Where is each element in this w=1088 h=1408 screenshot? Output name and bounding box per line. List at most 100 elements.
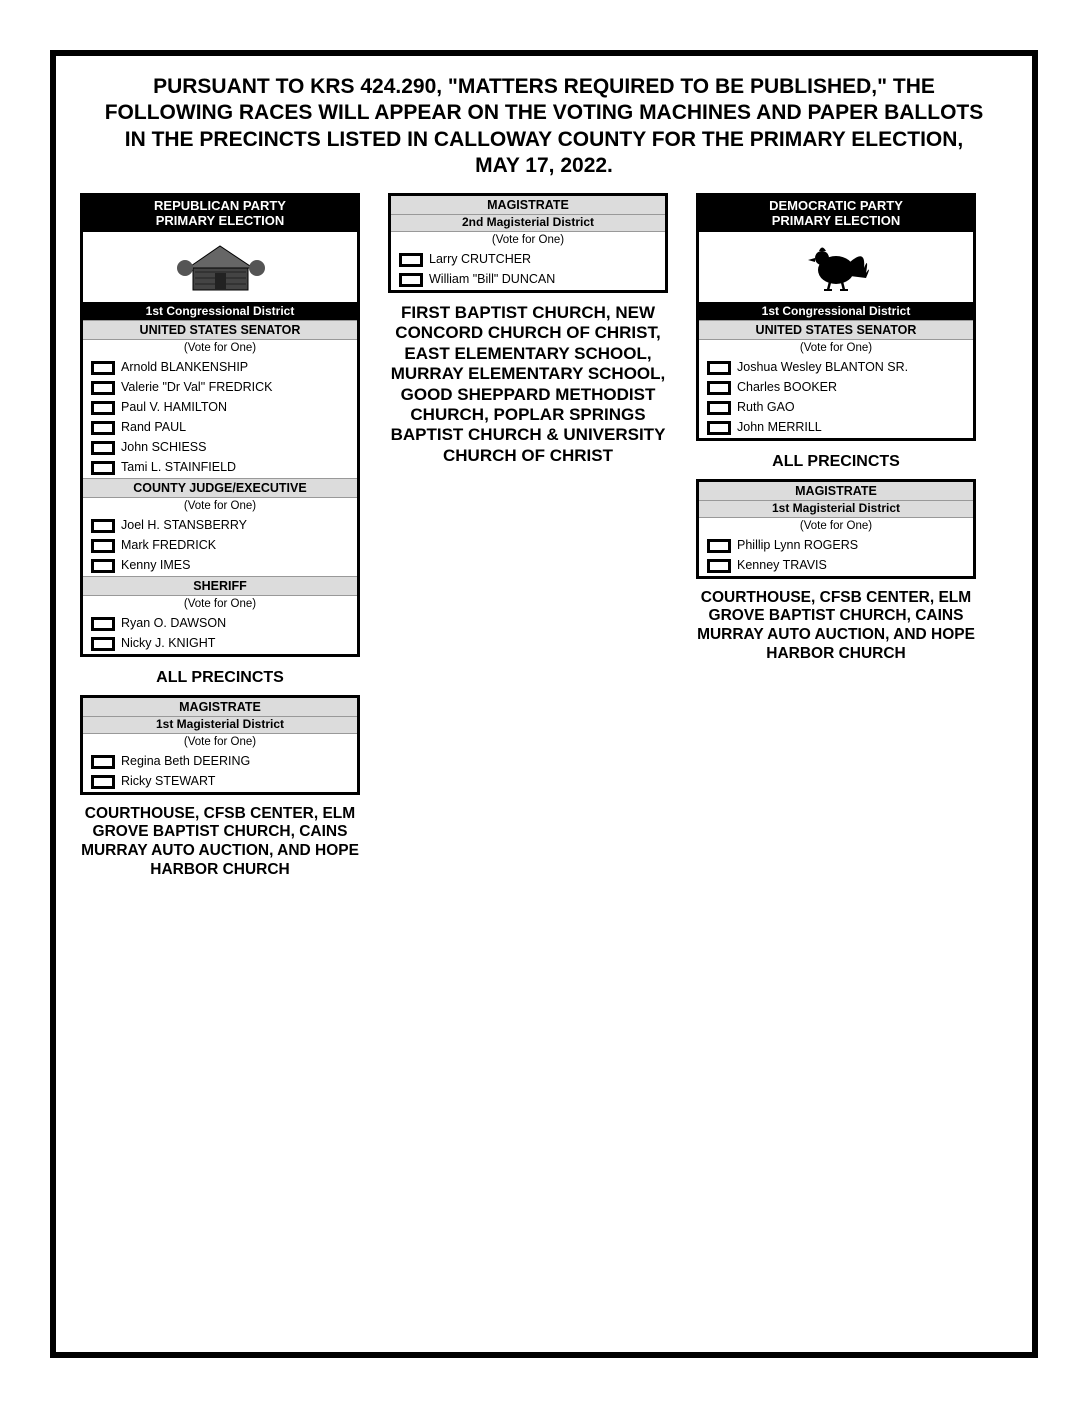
party-line1: REPUBLICAN PARTY (154, 198, 286, 213)
candidate-row: Regina Beth DEERING (83, 752, 357, 772)
party-line2: PRIMARY ELECTION (156, 213, 285, 228)
candidate-name: Mark FREDRICK (121, 539, 216, 553)
candidate-row: Arnold BLANKENSHIP (83, 358, 357, 378)
race-subtitle: 1st Magisterial District (699, 501, 973, 518)
candidate-row: Ryan O. DAWSON (83, 614, 357, 634)
checkbox-icon[interactable] (91, 519, 115, 533)
magistrate1-box-right: MAGISTRATE 1st Magisterial District (Vot… (696, 479, 976, 579)
candidate-row: John MERRILL (699, 418, 973, 438)
vote-instruction: (Vote for One) (83, 596, 357, 614)
candidate-name: Kenney TRAVIS (737, 559, 827, 573)
candidate-name: John SCHIESS (121, 441, 206, 455)
column-center: MAGISTRATE 2nd Magisterial District (Vot… (388, 193, 668, 466)
candidate-row: Kenny IMES (83, 556, 357, 576)
column-right: DEMOCRATIC PARTY PRIMARY ELECTION (696, 193, 976, 663)
republican-box: REPUBLICAN PARTY PRIMARY ELECTION (80, 193, 360, 657)
checkbox-icon[interactable] (707, 539, 731, 553)
checkbox-icon[interactable] (91, 559, 115, 573)
candidate-name: Charles BOOKER (737, 381, 837, 395)
checkbox-icon[interactable] (707, 381, 731, 395)
rooster-icon (794, 238, 879, 293)
race-title-magistrate: MAGISTRATE (83, 698, 357, 717)
candidate-name: Joel H. STANSBERRY (121, 519, 247, 533)
candidate-name: Arnold BLANKENSHIP (121, 361, 248, 375)
precinct-list-right: COURTHOUSE, CFSB CENTER, ELM GROVE BAPTI… (696, 589, 976, 663)
race-title-sheriff: SHERIFF (83, 576, 357, 596)
column-left: REPUBLICAN PARTY PRIMARY ELECTION (80, 193, 360, 879)
race-title-senator: UNITED STATES SENATOR (699, 320, 973, 340)
candidate-name: Joshua Wesley BLANTON SR. (737, 361, 908, 375)
candidate-list-sheriff: Ryan O. DAWSON Nicky J. KNIGHT (83, 614, 357, 654)
race-title-judge: COUNTY JUDGE/EXECUTIVE (83, 478, 357, 498)
race-title-senator: UNITED STATES SENATOR (83, 320, 357, 340)
candidate-row: John SCHIESS (83, 438, 357, 458)
republican-logo (83, 232, 357, 302)
candidate-row: Phillip Lynn ROGERS (699, 536, 973, 556)
race-title-magistrate: MAGISTRATE (391, 196, 665, 215)
checkbox-icon[interactable] (91, 461, 115, 475)
vote-instruction: (Vote for One) (699, 518, 973, 536)
checkbox-icon[interactable] (91, 421, 115, 435)
candidate-row: Ruth GAO (699, 398, 973, 418)
candidate-name: Larry CRUTCHER (429, 253, 531, 267)
checkbox-icon[interactable] (91, 755, 115, 769)
candidate-row: Rand PAUL (83, 418, 357, 438)
party-header-democratic: DEMOCRATIC PARTY PRIMARY ELECTION (699, 196, 973, 232)
candidate-row: Larry CRUTCHER (391, 250, 665, 270)
checkbox-icon[interactable] (91, 361, 115, 375)
all-precincts-label: ALL PRECINCTS (80, 669, 360, 687)
candidate-row: Charles BOOKER (699, 378, 973, 398)
candidate-name: Regina Beth DEERING (121, 755, 250, 769)
race-subtitle: 1st Magisterial District (83, 717, 357, 734)
checkbox-icon[interactable] (399, 253, 423, 267)
vote-instruction: (Vote for One) (83, 340, 357, 358)
candidate-row: Nicky J. KNIGHT (83, 634, 357, 654)
checkbox-icon[interactable] (707, 401, 731, 415)
checkbox-icon[interactable] (91, 775, 115, 789)
checkbox-icon[interactable] (91, 381, 115, 395)
all-precincts-label: ALL PRECINCTS (696, 453, 976, 471)
candidate-name: William "Bill" DUNCAN (429, 273, 555, 287)
vote-instruction: (Vote for One) (391, 232, 665, 250)
candidate-name: Nicky J. KNIGHT (121, 637, 215, 651)
candidate-row: Mark FREDRICK (83, 536, 357, 556)
candidate-row: Joshua Wesley BLANTON SR. (699, 358, 973, 378)
candidate-row: Paul V. HAMILTON (83, 398, 357, 418)
candidate-name: Rand PAUL (121, 421, 186, 435)
checkbox-icon[interactable] (91, 401, 115, 415)
candidate-name: Paul V. HAMILTON (121, 401, 227, 415)
vote-instruction: (Vote for One) (699, 340, 973, 358)
candidate-row: Kenney TRAVIS (699, 556, 973, 576)
checkbox-icon[interactable] (91, 617, 115, 631)
candidate-list-senator-dem: Joshua Wesley BLANTON SR. Charles BOOKER R… (699, 358, 973, 438)
candidate-row: Tami L. STAINFIELD (83, 458, 357, 478)
candidate-list-senator: Arnold BLANKENSHIP Valerie "Dr Val" FREDR… (83, 358, 357, 478)
checkbox-icon[interactable] (91, 539, 115, 553)
candidate-row: Joel H. STANSBERRY (83, 516, 357, 536)
candidate-name: Ryan O. DAWSON (121, 617, 226, 631)
checkbox-icon[interactable] (707, 361, 731, 375)
checkbox-icon[interactable] (707, 421, 731, 435)
checkbox-icon[interactable] (91, 637, 115, 651)
candidate-name: Valerie "Dr Val" FREDRICK (121, 381, 273, 395)
ballot-frame: PURSUANT TO KRS 424.290, "MATTERS REQUIR… (50, 50, 1038, 1358)
candidate-list-mag2: Larry CRUTCHER William "Bill" DUNCAN (391, 250, 665, 290)
magistrate1-box-left: MAGISTRATE 1st Magisterial District (Vot… (80, 695, 360, 795)
checkbox-icon[interactable] (91, 441, 115, 455)
page: PURSUANT TO KRS 424.290, "MATTERS REQUIR… (0, 0, 1088, 1408)
candidate-row: Valerie "Dr Val" FREDRICK (83, 378, 357, 398)
vote-instruction: (Vote for One) (83, 734, 357, 752)
precinct-list-left: COURTHOUSE, CFSB CENTER, ELM GROVE BAPTI… (80, 805, 360, 879)
checkbox-icon[interactable] (399, 273, 423, 287)
candidate-list-mag1-dem: Phillip Lynn ROGERS Kenney TRAVIS (699, 536, 973, 576)
democratic-logo (699, 232, 973, 302)
party-line1: DEMOCRATIC PARTY (769, 198, 903, 213)
candidate-name: Tami L. STAINFIELD (121, 461, 236, 475)
democratic-box: DEMOCRATIC PARTY PRIMARY ELECTION (696, 193, 976, 441)
candidate-row: William "Bill" DUNCAN (391, 270, 665, 290)
checkbox-icon[interactable] (707, 559, 731, 573)
columns: REPUBLICAN PARTY PRIMARY ELECTION (80, 193, 1008, 879)
cabin-icon (173, 238, 268, 293)
candidate-name: Ricky STEWART (121, 775, 215, 789)
candidate-name: Ruth GAO (737, 401, 795, 415)
